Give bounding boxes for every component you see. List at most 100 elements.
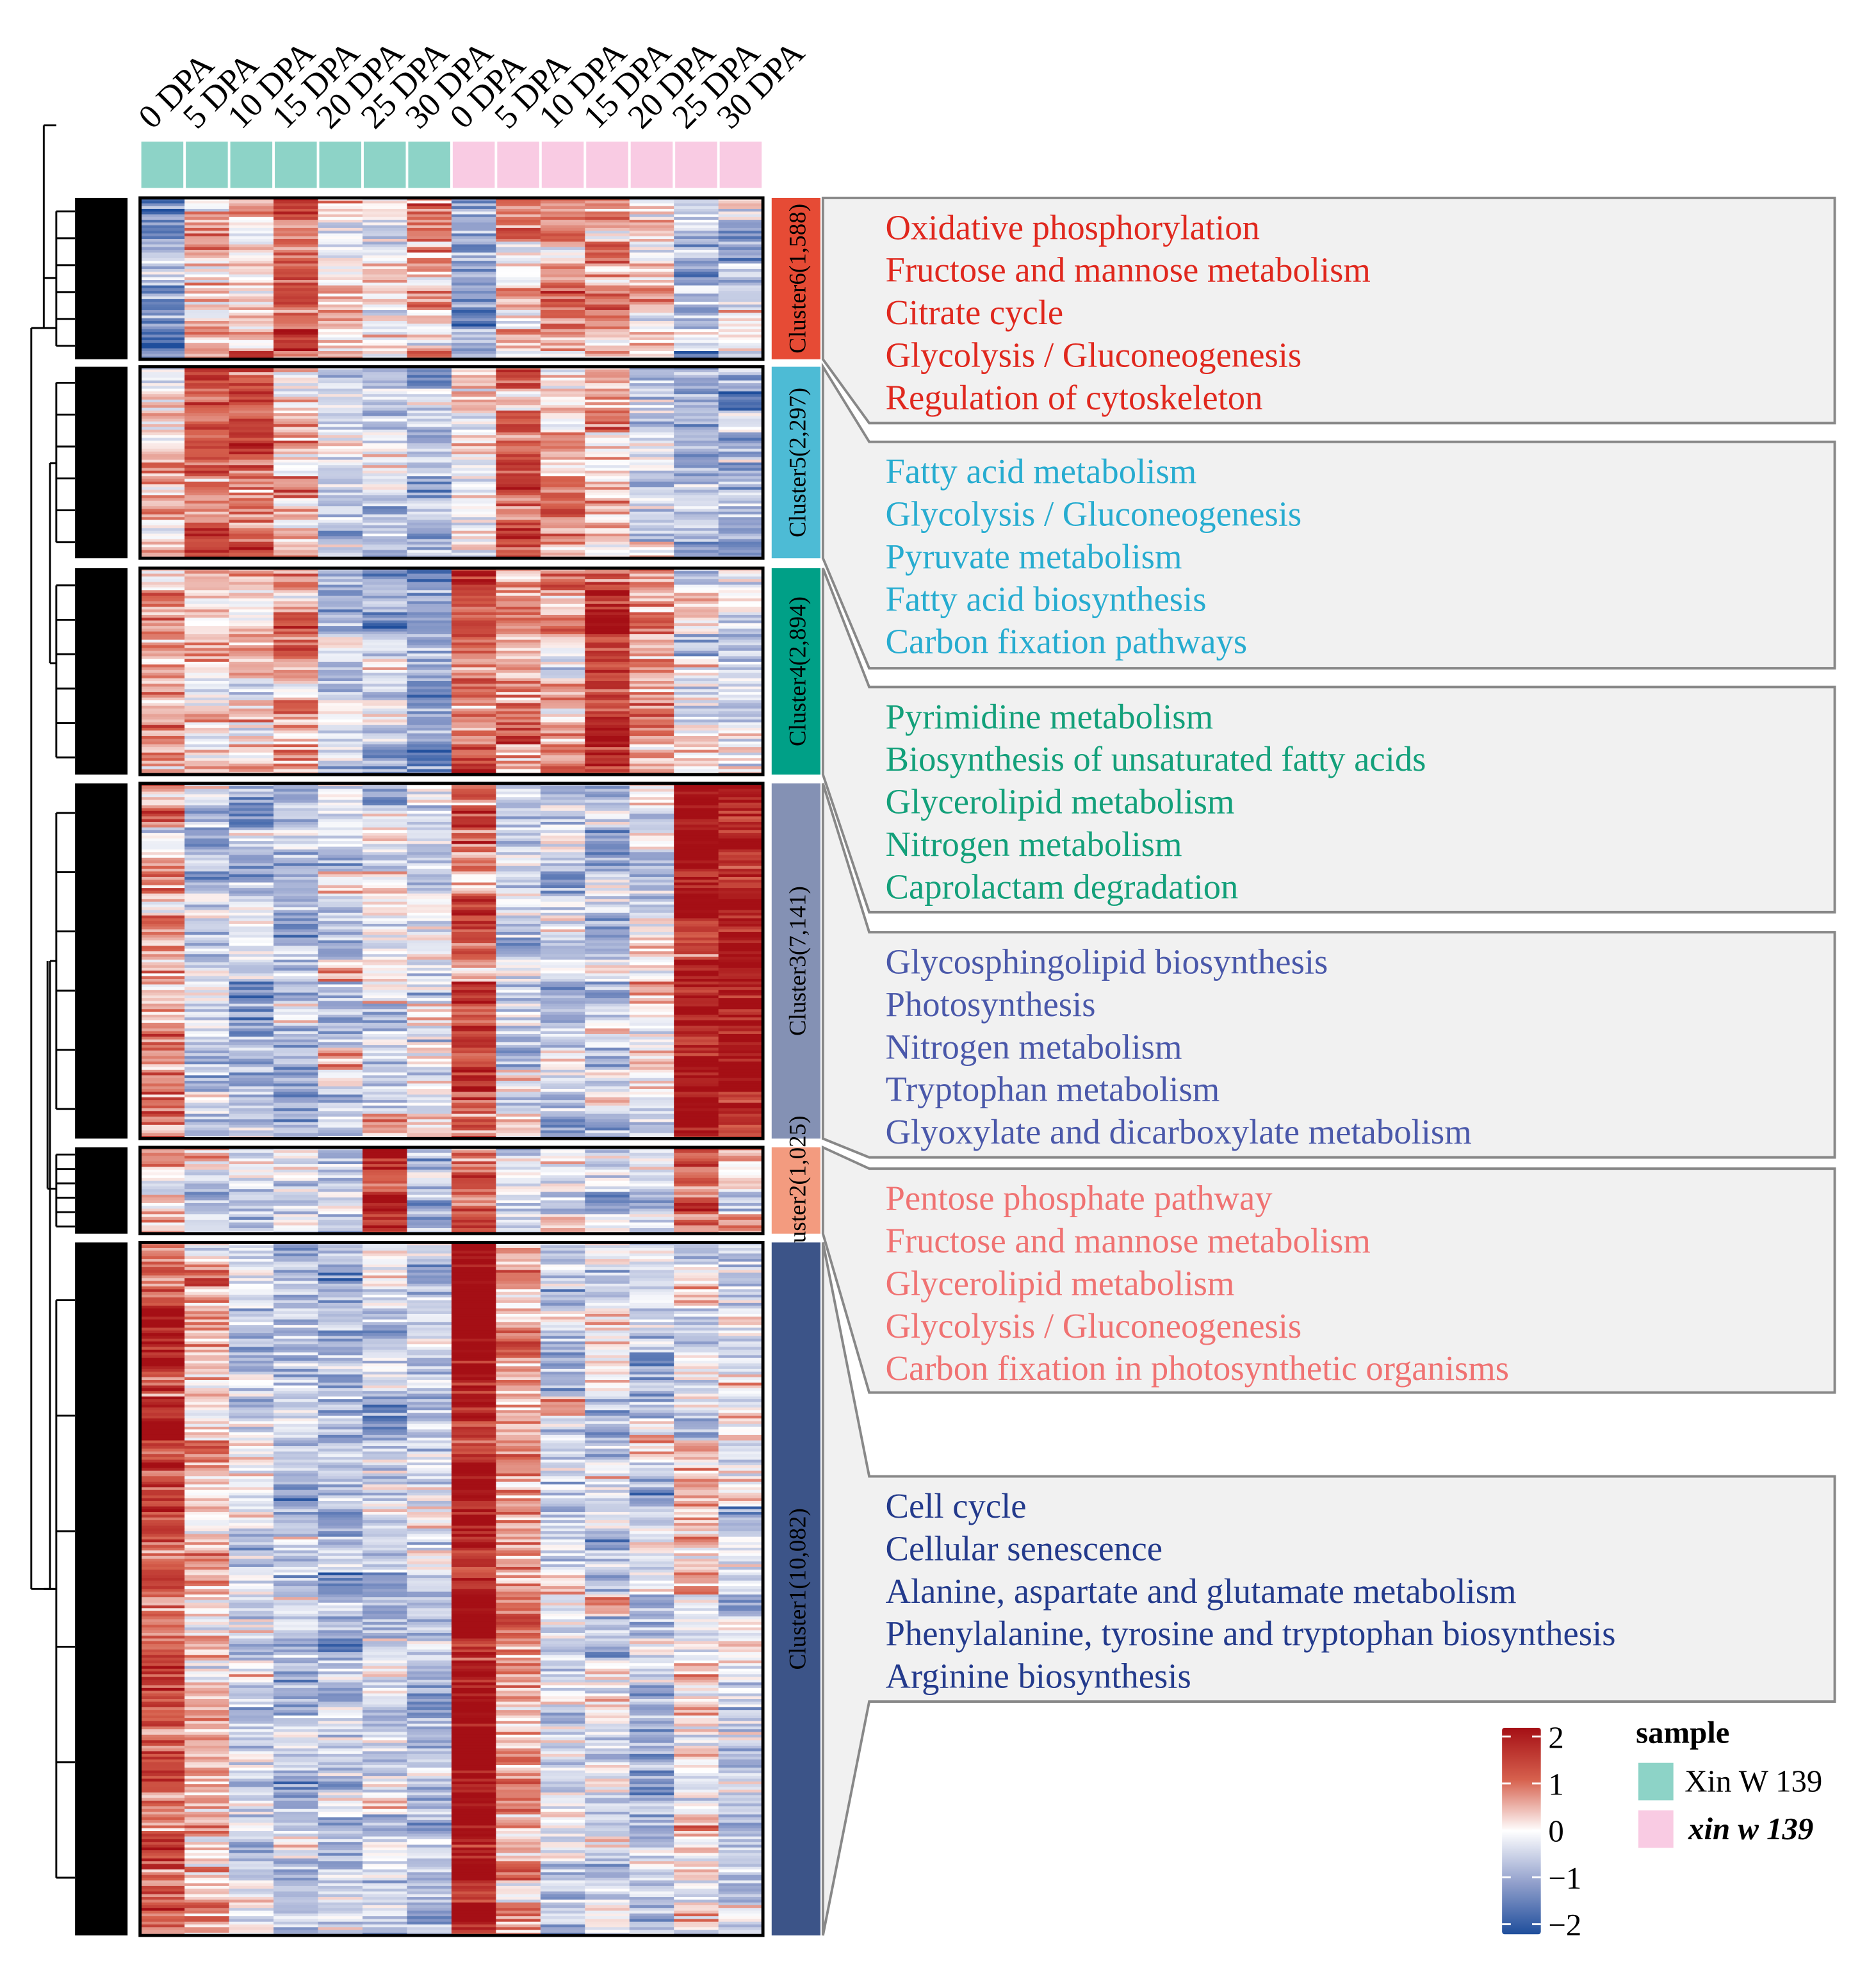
heatmap-cell [496, 973, 541, 977]
heatmap-cell [629, 1014, 674, 1018]
heatmap-cell [140, 716, 185, 720]
heatmap-cell [629, 424, 674, 428]
heatmap-cell [540, 948, 585, 952]
heatmap-cell [540, 719, 585, 723]
heatmap-cell [451, 661, 496, 665]
heatmap-cell [496, 492, 541, 496]
heatmap-cell [229, 844, 274, 848]
heatmap-cell [362, 388, 408, 392]
heatmap-cell [140, 324, 185, 327]
heatmap-cell [318, 1017, 363, 1021]
heatmap-cell [629, 1058, 674, 1062]
heatmap-cell [407, 1017, 452, 1021]
heatmap-cell [140, 459, 185, 463]
heatmap-cell [184, 479, 230, 482]
heatmap-cell [718, 656, 763, 660]
heatmap-cell [140, 735, 185, 739]
heatmap-cell [451, 609, 496, 613]
heatmap-cell [407, 786, 452, 789]
heatmap-cell [451, 1111, 496, 1115]
heatmap-cell [318, 935, 363, 939]
heatmap-cell [140, 912, 185, 916]
heatmap-cell [496, 261, 541, 264]
heatmap-cell [362, 750, 408, 753]
heatmap-cell [674, 703, 719, 707]
heatmap-cell [540, 885, 585, 889]
heatmap-cell [273, 1020, 319, 1024]
heatmap-cell [362, 1020, 408, 1024]
heatmap-cell [273, 833, 319, 837]
heatmap-cell [496, 838, 541, 842]
heatmap-cell [407, 1097, 452, 1101]
heatmap-cell [318, 623, 363, 627]
heatmap-cell [362, 268, 408, 272]
dendrogram-leaves [75, 366, 128, 559]
heatmap-cell [451, 1086, 496, 1090]
heatmap-cell [407, 623, 452, 627]
heatmap-cell [629, 623, 674, 627]
heatmap-cell [585, 1094, 630, 1098]
heatmap-cell [318, 797, 363, 801]
heatmap-cell [184, 747, 230, 751]
heatmap-cell [140, 607, 185, 610]
heatmap-cell [674, 440, 719, 444]
heatmap-cell [629, 1124, 674, 1128]
heatmap-cell [718, 874, 763, 878]
heatmap-cell [407, 318, 452, 322]
heatmap-cell [451, 351, 496, 354]
heatmap-cell [585, 940, 630, 944]
heatmap-cell [451, 918, 496, 922]
heatmap-cell [362, 1128, 408, 1131]
heatmap-cell [585, 473, 630, 477]
heatmap-cell [362, 429, 408, 433]
heatmap-cell [496, 747, 541, 751]
heatmap-cell [229, 541, 274, 545]
heatmap-cell [407, 791, 452, 795]
heatmap-cell [318, 593, 363, 596]
heatmap-cell [585, 730, 630, 734]
heatmap-cell [585, 539, 630, 543]
heatmap-cell [229, 313, 274, 316]
heatmap-cell [585, 318, 630, 322]
heatmap-cell [273, 550, 319, 554]
heatmap-cell [273, 432, 319, 436]
heatmap-cell [674, 874, 719, 878]
heatmap-cell [496, 750, 541, 753]
heatmap-cell [273, 598, 319, 602]
heatmap-cell [184, 601, 230, 605]
heatmap-cell [229, 763, 274, 767]
heatmap-cell [318, 252, 363, 256]
heatmap-cell [273, 1081, 319, 1084]
heatmap-cell [451, 937, 496, 941]
heatmap-cell [273, 227, 319, 231]
heatmap-cell [184, 443, 230, 447]
heatmap-cell [407, 951, 452, 955]
heatmap-cell [540, 573, 585, 577]
heatmap-cell [540, 769, 585, 773]
heatmap-cell [629, 1150, 674, 1154]
heatmap-cell [496, 468, 541, 472]
heatmap-cell [585, 1097, 630, 1101]
heatmap-cell [451, 1033, 496, 1037]
heatmap-cell [451, 618, 496, 621]
cluster-border [138, 782, 765, 1140]
heatmap-cell [229, 661, 274, 665]
heatmap-cell [318, 302, 363, 306]
heatmap-cell [585, 1026, 630, 1029]
heatmap-cell [229, 992, 274, 996]
heatmap-cell [318, 634, 363, 637]
heatmap-cell [318, 418, 363, 422]
heatmap-cell [407, 833, 452, 837]
heatmap-cell [229, 976, 274, 980]
heatmap-cell [318, 233, 363, 237]
heatmap-cell [540, 937, 585, 941]
heatmap-cell [629, 1122, 674, 1126]
heatmap-cell [674, 473, 719, 477]
heatmap-cell [362, 766, 408, 770]
heatmap-cell [407, 391, 452, 395]
heatmap-cell [629, 603, 674, 607]
heatmap-cell [718, 821, 763, 825]
heatmap-cell [585, 288, 630, 291]
heatmap-cell [629, 348, 674, 352]
heatmap-cell [718, 590, 763, 594]
